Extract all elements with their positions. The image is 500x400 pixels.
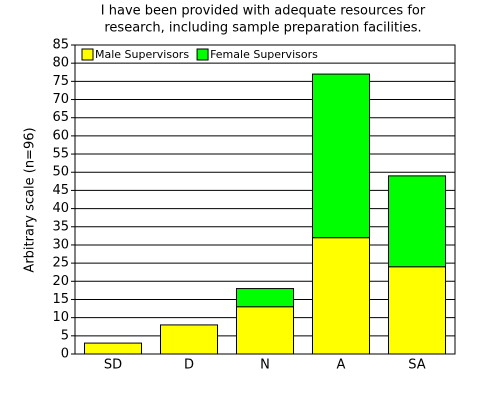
- x-tick-label: A: [337, 358, 346, 373]
- bar-segment: [388, 175, 446, 268]
- y-tick-label: 45: [52, 183, 69, 198]
- chart-title: I have been provided with adequate resou…: [101, 4, 426, 19]
- legend-swatch: [81, 48, 94, 61]
- bar-segment: [312, 73, 370, 239]
- legend-label: Female Supervisors: [210, 48, 318, 61]
- y-tick-label: 80: [52, 56, 69, 71]
- bar-segment: [236, 306, 294, 355]
- y-tick-label: 20: [52, 274, 69, 289]
- x-tick-label: SD: [104, 358, 122, 373]
- x-tick-label: N: [260, 358, 270, 373]
- y-tick-label: 65: [52, 110, 69, 125]
- y-tick-label: 35: [52, 219, 69, 234]
- legend-swatch: [196, 48, 209, 61]
- y-tick-label: 40: [52, 201, 69, 216]
- y-tick-label: 30: [52, 237, 69, 252]
- y-tick-label: 50: [52, 165, 69, 180]
- legend-label: Male Supervisors: [95, 48, 189, 61]
- bar-segment: [236, 288, 294, 308]
- chart-title: research, including sample preparation f…: [104, 21, 421, 36]
- bar-segment: [84, 342, 142, 355]
- y-tick-label: 5: [61, 328, 69, 343]
- y-tick-label: 55: [52, 147, 69, 162]
- y-axis-label: Arbitrary scale (n=96): [23, 127, 38, 272]
- y-tick-label: 60: [52, 128, 69, 143]
- y-tick-label: 10: [52, 310, 69, 325]
- bar-segment: [312, 237, 370, 355]
- y-tick-label: 25: [52, 256, 69, 271]
- x-tick-label: D: [184, 358, 194, 373]
- y-tick-label: 85: [52, 38, 69, 53]
- y-tick-label: 15: [52, 292, 69, 307]
- bar-segment: [388, 266, 446, 355]
- x-tick-label: SA: [408, 358, 425, 373]
- y-tick-label: 70: [52, 92, 69, 107]
- bar-segment: [160, 324, 218, 355]
- y-tick-label: 0: [61, 347, 69, 362]
- y-tick-label: 75: [52, 74, 69, 89]
